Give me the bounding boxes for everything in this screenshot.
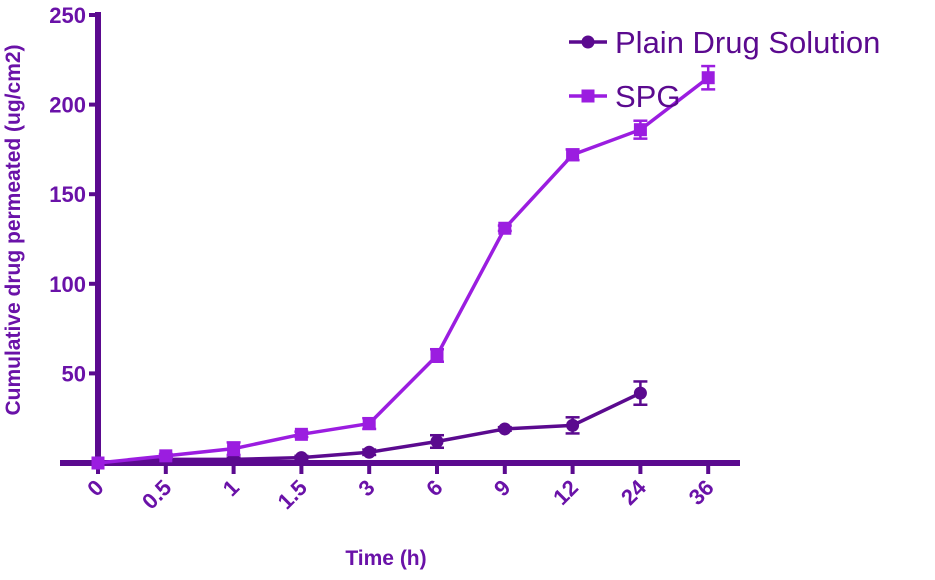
- data-point-square: [430, 348, 444, 362]
- series-layer: [91, 64, 716, 470]
- series-spg: [91, 64, 716, 470]
- data-point-square: [91, 456, 105, 470]
- data-point-square: [633, 123, 647, 137]
- x-tick-label: 9: [489, 475, 515, 501]
- data-point-square: [498, 221, 512, 235]
- series-line-spg: [97, 76, 710, 465]
- data-point-square: [566, 148, 580, 162]
- data-point-circle: [362, 445, 376, 459]
- axes: [60, 12, 740, 466]
- x-tick-label: 1: [218, 475, 244, 501]
- data-point-square: [294, 427, 308, 441]
- x-tick-label: 0: [82, 475, 108, 501]
- x-tick-label: 3: [353, 475, 379, 501]
- y-tick-label: 100: [49, 272, 86, 297]
- y-tick-label: 150: [49, 182, 86, 207]
- data-point-circle: [498, 422, 512, 436]
- data-point-square: [362, 417, 376, 431]
- x-tick-label: 36: [684, 475, 719, 510]
- x-tick-label: 24: [616, 474, 652, 510]
- x-tick-label: 12: [548, 475, 583, 510]
- data-point-circle: [294, 451, 308, 465]
- legend-marker-circle: [581, 35, 595, 49]
- x-tick-label: 0.5: [137, 475, 176, 514]
- data-point-square: [159, 449, 173, 463]
- legend-label-spg: SPG: [615, 79, 680, 114]
- x-ticks: 0 0.5 1 1.5 3 6 9 12 24 36: [82, 463, 719, 514]
- y-tick-label: 200: [49, 93, 86, 118]
- data-point-square: [701, 71, 715, 85]
- data-point-circle: [566, 418, 580, 432]
- legend-marker-square: [581, 89, 595, 103]
- data-point-circle: [430, 434, 444, 448]
- y-ticks: 50 100 150 200 250: [49, 3, 98, 386]
- y-tick-label: 250: [49, 3, 86, 28]
- legend-item-plain-drug-solution: Plain Drug Solution: [569, 25, 880, 60]
- data-point-circle: [633, 386, 647, 400]
- data-point-square: [227, 442, 241, 456]
- legend-item-spg: SPG: [569, 79, 680, 114]
- legend-label-plain-drug-solution: Plain Drug Solution: [615, 25, 880, 60]
- legend: Plain Drug Solution SPG: [569, 25, 880, 114]
- x-tick-label: 1.5: [273, 475, 312, 514]
- x-axis-label: Time (h): [345, 547, 426, 570]
- x-tick-label: 6: [421, 475, 447, 501]
- y-axis-label: Cumulative drug permeated (ug/cm2): [2, 44, 25, 415]
- y-tick-label: 50: [62, 361, 86, 386]
